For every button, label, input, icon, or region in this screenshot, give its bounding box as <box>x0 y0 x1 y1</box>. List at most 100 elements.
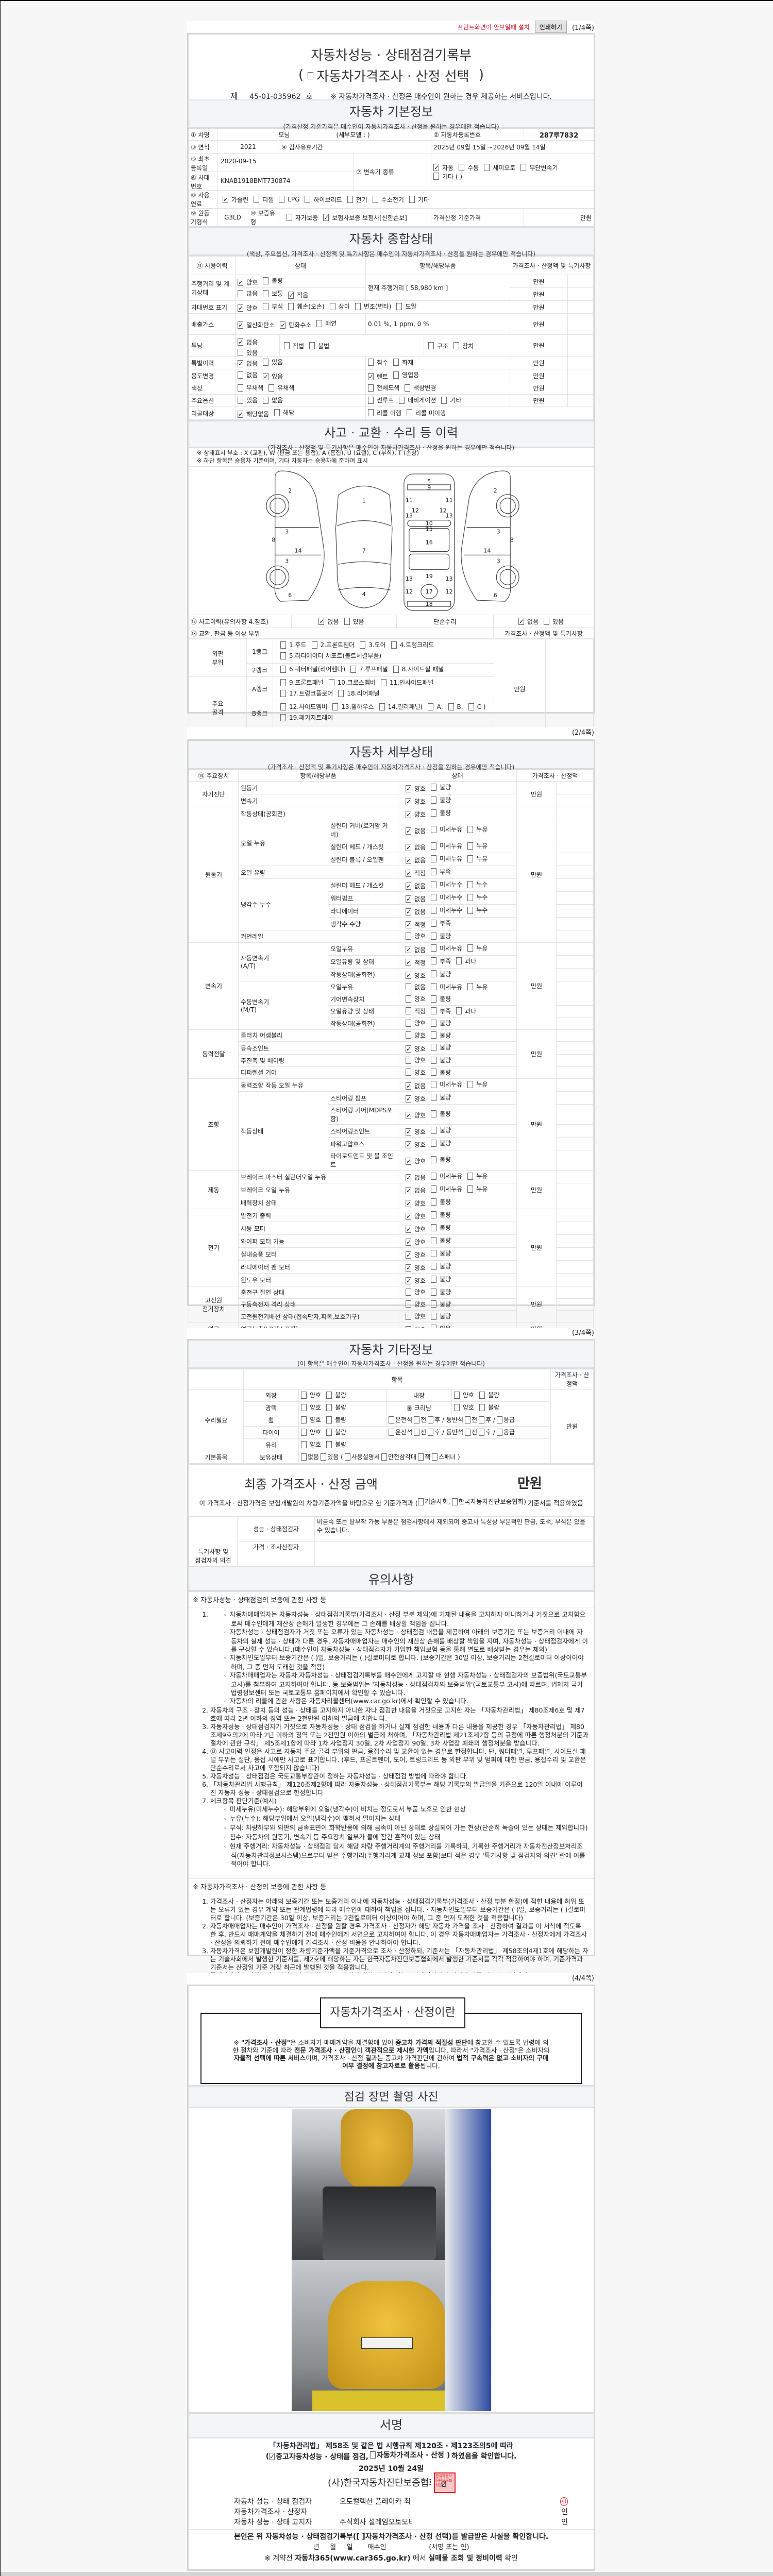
unchecked-box-icon[interactable] <box>389 1428 394 1436</box>
unchecked-box-icon[interactable] <box>326 1428 332 1436</box>
unchecked-box-icon[interactable] <box>284 342 290 349</box>
checked-box-icon[interactable]: ✓ <box>238 278 244 286</box>
unchecked-box-icon[interactable] <box>431 880 437 888</box>
checked-box-icon[interactable]: ✓ <box>406 908 412 916</box>
checkbox-option[interactable]: ✓ 양호 <box>238 303 258 312</box>
checkbox-option[interactable]: 구조 <box>428 342 448 350</box>
checkbox-option[interactable]: 불량 <box>431 931 451 940</box>
checkbox-option[interactable]: 기술사회, <box>417 1498 450 1506</box>
checked-box-icon[interactable]: ✓ <box>368 372 374 380</box>
checkbox-option[interactable]: 미세누수 <box>431 880 462 889</box>
checkbox-option[interactable]: ✓없음 <box>406 945 426 954</box>
checkbox-option[interactable]: 미세누유 <box>431 944 462 953</box>
unchecked-box-icon[interactable] <box>456 957 462 964</box>
checkbox-option[interactable]: 불량 <box>431 1093 451 1101</box>
unchecked-box-icon[interactable] <box>431 1093 437 1101</box>
unchecked-box-icon[interactable] <box>431 809 437 817</box>
checkbox-option[interactable]: 없음 <box>263 396 283 404</box>
checkbox-option[interactable]: ✓ 양호 <box>406 1127 426 1136</box>
unchecked-box-icon[interactable] <box>467 1080 474 1088</box>
checkbox-option[interactable]: 불량 <box>431 994 451 1003</box>
unchecked-box-icon[interactable] <box>431 1262 437 1270</box>
checkbox-option[interactable]: 잭 <box>418 1452 430 1461</box>
checkbox-option[interactable]: ✓ 적음 <box>288 291 308 299</box>
checked-box-icon[interactable]: ✓ <box>406 856 412 864</box>
checkbox-option[interactable]: 10.크로스멤버 <box>328 678 376 687</box>
checked-box-icon[interactable]: ✓ <box>406 1111 412 1119</box>
checkbox-option[interactable]: 불량 <box>431 1300 451 1309</box>
unchecked-box-icon[interactable] <box>316 319 323 327</box>
checkbox-option[interactable]: 리콜 미이행 <box>406 409 446 417</box>
checked-box-icon[interactable]: ✓ <box>406 1157 412 1165</box>
checkbox-option[interactable]: ✓ 양호 <box>406 1199 426 1208</box>
checkbox-option[interactable]: 안전삼각대 <box>381 1452 416 1461</box>
unchecked-box-icon[interactable] <box>431 1019 437 1027</box>
unchecked-box-icon[interactable] <box>496 1416 502 1423</box>
checkbox-option[interactable]: 불량 <box>431 970 451 978</box>
unchecked-box-icon[interactable] <box>431 1110 437 1117</box>
unchecked-box-icon[interactable] <box>431 906 437 914</box>
unchecked-box-icon[interactable] <box>309 342 315 349</box>
checked-box-icon[interactable]: ✓ <box>406 921 412 928</box>
checkbox-option[interactable]: 없음 <box>301 1452 319 1461</box>
checkbox-option[interactable]: ✓없음 <box>318 617 339 626</box>
unchecked-box-icon[interactable] <box>360 641 366 649</box>
unchecked-box-icon[interactable] <box>280 690 286 697</box>
checkbox-option[interactable]: 양호 <box>454 1391 474 1399</box>
unchecked-box-icon[interactable] <box>431 825 437 833</box>
unchecked-box-icon[interactable] <box>263 396 269 404</box>
checkbox-option[interactable]: 불량 <box>431 1056 451 1064</box>
unchecked-box-icon[interactable] <box>431 1007 437 1014</box>
unchecked-box-icon[interactable] <box>414 1428 420 1436</box>
unchecked-box-icon[interactable] <box>321 1453 327 1461</box>
checkbox-option[interactable]: 부족 <box>431 1007 451 1015</box>
checkbox-option[interactable]: 전 <box>414 1428 426 1436</box>
checkbox-option[interactable]: 전 <box>465 1428 477 1436</box>
checkbox-option[interactable]: 5.라디에이터 서포트(볼트체결부품) <box>280 651 381 660</box>
checkbox-option[interactable]: ✓ 양호 <box>406 1212 426 1221</box>
checked-box-icon[interactable]: ✓ <box>318 618 325 625</box>
checkbox-option[interactable]: 해당 <box>274 408 294 417</box>
unchecked-box-icon[interactable] <box>344 1453 350 1461</box>
unchecked-box-icon[interactable] <box>479 1391 485 1399</box>
checkbox-option[interactable]: 미세누유 <box>431 825 462 834</box>
checkbox-option[interactable]: ✓ 보험사보증 보험사[신한손보] <box>323 213 407 222</box>
checkbox-option[interactable]: 불량 <box>431 1126 451 1134</box>
unchecked-box-icon[interactable] <box>344 618 350 625</box>
checkbox-option[interactable]: ✓ 있음 <box>263 372 283 381</box>
unchecked-box-icon[interactable] <box>467 1172 474 1180</box>
unchecked-box-icon[interactable] <box>428 342 434 349</box>
checkbox-option[interactable]: 없음 <box>238 370 258 379</box>
checkbox-option[interactable]: 불량 <box>431 1019 451 1027</box>
checkbox-option[interactable]: 적법 <box>284 342 304 350</box>
checkbox-option[interactable]: 18.리어패널 <box>338 689 380 698</box>
checkbox-option[interactable]: 세미오토 <box>484 163 515 172</box>
unchecked-box-icon[interactable] <box>428 703 434 710</box>
unchecked-box-icon[interactable] <box>406 1019 412 1027</box>
unchecked-box-icon[interactable] <box>301 1403 307 1411</box>
checkbox-option[interactable]: 자동차가격조사 · 산정 ) <box>369 2450 450 2460</box>
checkbox-option[interactable]: ✓ 양호 <box>238 278 258 286</box>
unchecked-box-icon[interactable] <box>428 1428 434 1436</box>
checked-box-icon[interactable]: ✓ <box>263 372 269 380</box>
checkbox-option[interactable]: 양호 <box>406 931 426 940</box>
checkbox-option[interactable]: 미세누유 <box>431 1172 462 1180</box>
unchecked-box-icon[interactable] <box>451 1498 458 1505</box>
checkbox-option[interactable]: 9.프론트패널 <box>280 678 324 687</box>
checkbox-option[interactable]: 양호 <box>406 994 426 1003</box>
print-button[interactable]: 인쇄하기 <box>534 21 567 33</box>
unchecked-box-icon[interactable] <box>406 1312 412 1320</box>
checked-box-icon[interactable]: ✓ <box>238 410 244 418</box>
checkbox-option[interactable]: ✓ 양호 <box>406 1276 426 1285</box>
checked-box-icon[interactable]: ✓ <box>223 196 229 203</box>
checkbox-option[interactable]: ✓ 양호 <box>406 810 426 819</box>
unchecked-box-icon[interactable] <box>431 1300 437 1308</box>
checkbox-option[interactable]: 불량 <box>431 1287 451 1296</box>
unchecked-box-icon[interactable] <box>544 618 549 625</box>
checkbox-option[interactable]: 미세누유 <box>431 1184 462 1193</box>
checkbox-option[interactable]: 양호 <box>301 1440 321 1449</box>
checkbox-option[interactable]: 누유 <box>467 1172 488 1180</box>
checkbox-option[interactable]: ✓ 양호 <box>406 1238 426 1246</box>
checkbox-option[interactable]: 장치 <box>453 342 474 350</box>
checked-box-icon[interactable]: ✓ <box>406 869 412 877</box>
